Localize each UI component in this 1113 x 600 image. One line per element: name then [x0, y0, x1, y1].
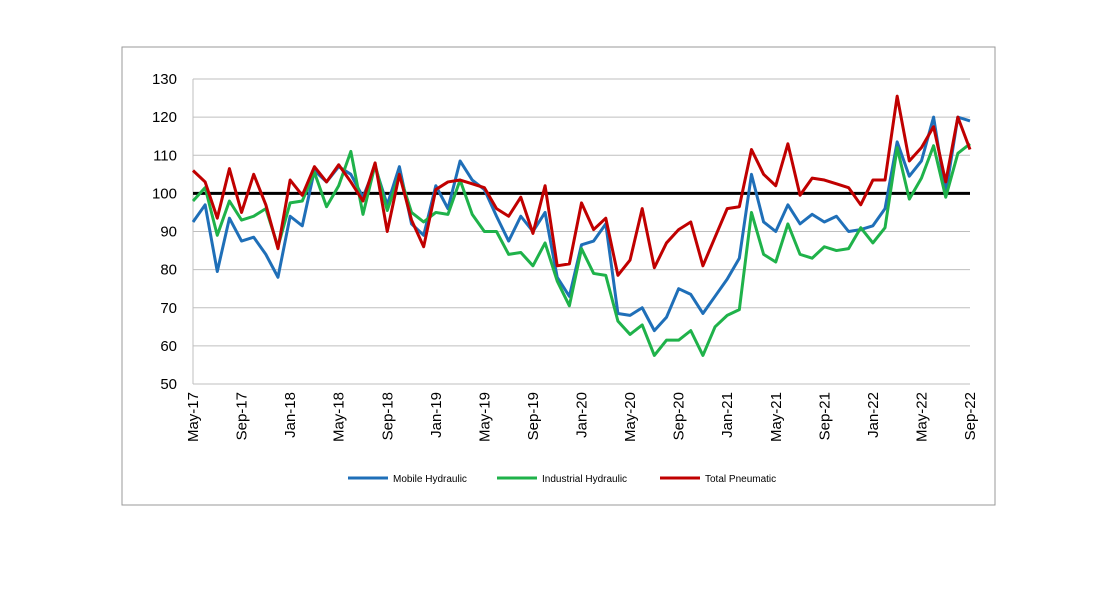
x-tick-label: Sep-17 — [234, 392, 251, 440]
legend-label: Mobile Hydraulic — [393, 474, 467, 485]
x-tick-label: Jan-20 — [574, 392, 591, 438]
y-tick-label: 90 — [160, 224, 177, 241]
x-tick-label: Jan-18 — [282, 392, 299, 438]
legend-label: Industrial Hydraulic — [542, 474, 627, 485]
y-tick-label: 50 — [160, 376, 177, 393]
series-line — [191, 142, 971, 357]
y-tick-label: 100 — [152, 185, 177, 202]
x-tick-label: Sep-20 — [671, 392, 688, 440]
y-tick-label: 80 — [160, 262, 177, 279]
x-tick-label: Jan-19 — [428, 392, 445, 438]
x-tick-label: May-17 — [185, 392, 202, 442]
x-tick-label: Sep-22 — [962, 392, 979, 440]
x-tick-label: May-18 — [331, 392, 348, 442]
x-tick-label: Sep-19 — [525, 392, 542, 440]
y-tick-label: 110 — [153, 147, 177, 164]
x-tick-label: Jan-21 — [719, 392, 736, 438]
x-tick-label: Sep-18 — [379, 392, 396, 440]
y-tick-label: 60 — [160, 338, 177, 355]
legend-label: Total Pneumatic — [705, 474, 776, 485]
x-tick-label: May-21 — [768, 392, 785, 442]
x-tick-label: Jan-22 — [865, 392, 882, 438]
x-tick-label: May-20 — [622, 392, 639, 442]
y-tick-label: 70 — [160, 300, 177, 317]
x-tick-label: May-22 — [913, 392, 930, 442]
series-line — [191, 115, 971, 333]
x-tick-label: May-19 — [476, 392, 493, 442]
x-tick-label: Sep-21 — [816, 392, 833, 440]
y-tick-label: 120 — [152, 109, 177, 126]
series-line — [191, 94, 972, 277]
chart-frame — [121, 46, 996, 506]
y-tick-label: 130 — [152, 71, 177, 88]
